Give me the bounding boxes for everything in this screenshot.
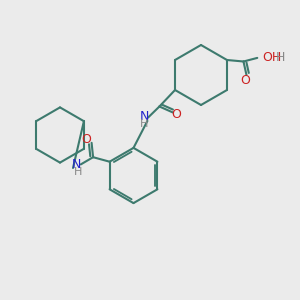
Text: O: O xyxy=(81,133,91,146)
Text: N: N xyxy=(140,110,149,123)
Text: H: H xyxy=(140,119,148,130)
Text: N: N xyxy=(72,158,81,172)
Text: O: O xyxy=(172,107,182,121)
Text: O: O xyxy=(240,74,250,87)
Text: OH: OH xyxy=(262,51,282,64)
Text: H: H xyxy=(275,51,285,64)
Text: H: H xyxy=(74,167,82,177)
